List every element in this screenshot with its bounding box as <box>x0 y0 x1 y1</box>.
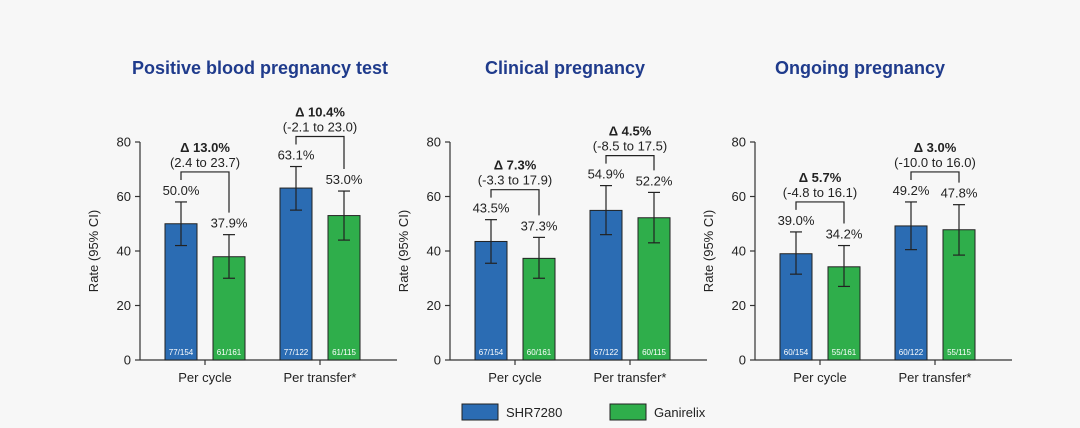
delta-label: Δ 4.5% <box>609 124 652 139</box>
y-tick-label: 80 <box>732 135 746 150</box>
y-tick-label: 0 <box>434 353 441 368</box>
delta-label: Δ 10.4% <box>295 105 345 120</box>
sample-size-label: 60/115 <box>642 348 666 357</box>
delta-ci-label: (-2.1 to 23.0) <box>283 120 357 135</box>
data-label: 49.2% <box>893 183 930 198</box>
delta-bracket <box>490 189 540 216</box>
y-axis-label: Rate (95% CI) <box>701 210 716 292</box>
delta-label: Δ 7.3% <box>494 158 537 173</box>
data-label: 37.3% <box>521 218 558 233</box>
x-tick-label: Per transfer* <box>284 370 357 385</box>
data-label: 63.1% <box>278 148 315 163</box>
chart-title: Ongoing pregnancy <box>775 58 945 78</box>
data-label: 47.8% <box>941 186 978 201</box>
chart-title: Positive blood pregnancy test <box>132 58 388 78</box>
sample-size-label: 61/161 <box>217 348 242 357</box>
delta-ci-label: (-10.0 to 16.0) <box>894 155 976 170</box>
bar <box>279 187 313 361</box>
y-tick-label: 40 <box>117 244 131 259</box>
y-axis-label: Rate (95% CI) <box>396 210 411 292</box>
chart-title: Clinical pregnancy <box>485 58 645 78</box>
sample-size-label: 60/122 <box>899 348 924 357</box>
sample-size-label: 55/161 <box>832 348 857 357</box>
x-tick-label: Per transfer* <box>594 370 667 385</box>
sample-size-label: 67/154 <box>479 348 504 357</box>
delta-bracket <box>180 171 230 213</box>
delta-label: Δ 5.7% <box>799 170 842 185</box>
y-tick-label: 80 <box>117 135 131 150</box>
data-label: 39.0% <box>778 213 815 228</box>
data-label: 34.2% <box>826 227 863 242</box>
sample-size-label: 77/154 <box>169 348 194 357</box>
delta-bracket <box>295 135 345 170</box>
data-label: 54.9% <box>588 167 625 182</box>
delta-ci-label: (-4.8 to 16.1) <box>783 185 857 200</box>
sample-size-label: 61/115 <box>332 348 356 357</box>
data-label: 37.9% <box>211 216 248 231</box>
sample-size-label: 67/122 <box>594 348 619 357</box>
sample-size-label: 77/122 <box>284 348 309 357</box>
delta-bracket <box>605 155 655 171</box>
y-tick-label: 0 <box>124 353 131 368</box>
sample-size-label: 60/161 <box>527 348 552 357</box>
delta-ci-label: (2.4 to 23.7) <box>170 155 240 170</box>
legend-swatch <box>461 403 499 421</box>
y-axis-label: Rate (95% CI) <box>86 210 101 292</box>
delta-bracket <box>910 171 960 183</box>
y-tick-label: 60 <box>117 189 131 204</box>
data-label: 43.5% <box>473 201 510 216</box>
sample-size-label: 60/154 <box>784 348 809 357</box>
sample-size-label: 55/115 <box>947 348 971 357</box>
y-tick-label: 40 <box>732 244 746 259</box>
x-tick-label: Per cycle <box>488 370 541 385</box>
delta-ci-label: (-3.3 to 17.9) <box>478 173 552 188</box>
y-tick-label: 60 <box>427 189 441 204</box>
y-tick-label: 0 <box>739 353 746 368</box>
y-tick-label: 60 <box>732 189 746 204</box>
bar <box>164 223 198 361</box>
data-label: 53.0% <box>326 172 363 187</box>
y-tick-label: 20 <box>732 298 746 313</box>
y-tick-label: 80 <box>427 135 441 150</box>
y-tick-label: 40 <box>427 244 441 259</box>
delta-bracket <box>795 201 845 224</box>
y-tick-label: 20 <box>117 298 131 313</box>
y-tick-label: 20 <box>427 298 441 313</box>
delta-label: Δ 13.0% <box>180 140 230 155</box>
delta-ci-label: (-8.5 to 17.5) <box>593 139 667 154</box>
bar <box>589 209 623 361</box>
legend-swatch <box>609 403 647 421</box>
x-tick-label: Per transfer* <box>899 370 972 385</box>
legend-label: Ganirelix <box>654 405 706 420</box>
data-label: 50.0% <box>163 183 200 198</box>
delta-label: Δ 3.0% <box>914 140 957 155</box>
data-label: 52.2% <box>636 173 673 188</box>
x-tick-label: Per cycle <box>793 370 846 385</box>
legend-label: SHR7280 <box>506 405 562 420</box>
x-tick-label: Per cycle <box>178 370 231 385</box>
